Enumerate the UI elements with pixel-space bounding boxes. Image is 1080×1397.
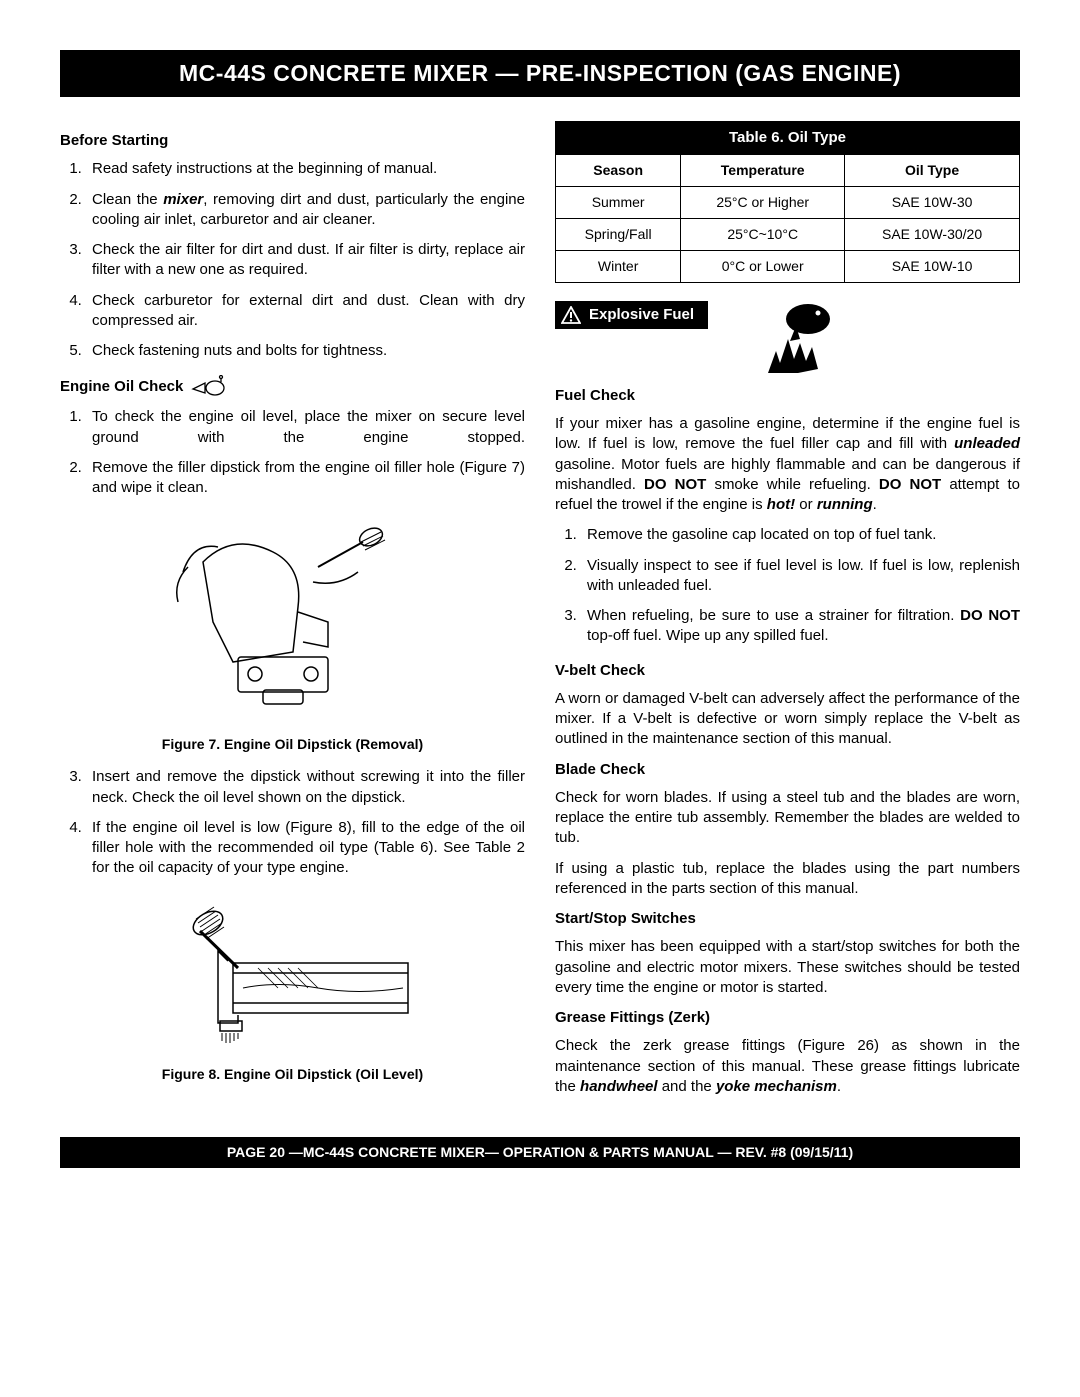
table-header: Temperature — [681, 155, 845, 187]
engine-oil-heading: Engine Oil Check — [60, 375, 525, 399]
explosion-icon — [748, 301, 838, 376]
blade-text-1: Check for worn blades. If using a steel … — [555, 788, 1020, 849]
figure-7-caption: Figure 7. Engine Oil Dipstick (Removal) — [60, 735, 525, 754]
list-item: To check the engine oil level, place the… — [86, 407, 525, 448]
list-item: When refueling, be sure to use a straine… — [581, 606, 1020, 647]
warning-triangle-icon — [561, 306, 581, 324]
list-item: Check fastening nuts and bolts for tight… — [86, 341, 525, 361]
explosive-fuel-label: Explosive Fuel — [555, 301, 708, 329]
list-item: Remove the gasoline cap located on top o… — [581, 525, 1020, 545]
vbelt-heading: V-belt Check — [555, 661, 1020, 681]
engine-oil-list-a: To check the engine oil level, place the… — [60, 407, 525, 498]
table-row: Spring/Fall 25°C~10°C SAE 10W-30/20 — [556, 219, 1020, 251]
list-item: Check the air filter for dirt and dust. … — [86, 240, 525, 281]
table-row: Winter 0°C or Lower SAE 10W-10 — [556, 250, 1020, 282]
table-row: Summer 25°C or Higher SAE 10W-30 — [556, 187, 1020, 219]
before-starting-heading: Before Starting — [60, 131, 525, 151]
content-columns: Before Starting Read safety instructions… — [60, 121, 1020, 1107]
before-starting-list: Read safety instructions at the beginnin… — [60, 159, 525, 361]
page-header: MC-44S CONCRETE MIXER — PRE-INSPECTION (… — [60, 50, 1020, 97]
left-column: Before Starting Read safety instructions… — [60, 121, 525, 1107]
list-item: Check carburetor for external dirt and d… — [86, 291, 525, 332]
fuel-check-heading: Fuel Check — [555, 386, 1020, 406]
figure-8 — [60, 893, 525, 1059]
list-item: Clean the mixer, removing dirt and dust,… — [86, 190, 525, 231]
right-column: Table 6. Oil Type Season Temperature Oil… — [555, 121, 1020, 1107]
startstop-text: This mixer has been equipped with a star… — [555, 937, 1020, 998]
fuel-check-list: Remove the gasoline cap located on top o… — [555, 525, 1020, 646]
list-item: If the engine oil level is low (Figure 8… — [86, 818, 525, 879]
figure-8-caption: Figure 8. Engine Oil Dipstick (Oil Level… — [60, 1065, 525, 1084]
grease-text: Check the zerk grease fittings (Figure 2… — [555, 1036, 1020, 1097]
grease-heading: Grease Fittings (Zerk) — [555, 1008, 1020, 1028]
oil-type-table: Table 6. Oil Type Season Temperature Oil… — [555, 121, 1020, 283]
list-item: Visually inspect to see if fuel level is… — [581, 556, 1020, 597]
explosive-fuel-warning: Explosive Fuel — [555, 301, 1020, 376]
oil-can-icon — [191, 375, 231, 399]
list-item: Insert and remove the dipstick without s… — [86, 767, 525, 808]
list-item: Read safety instructions at the beginnin… — [86, 159, 525, 179]
blade-heading: Blade Check — [555, 760, 1020, 780]
startstop-heading: Start/Stop Switches — [555, 909, 1020, 929]
table-header: Oil Type — [845, 155, 1020, 187]
fuel-check-intro: If your mixer has a gasoline engine, det… — [555, 414, 1020, 515]
engine-oil-list-b: Insert and remove the dipstick without s… — [60, 767, 525, 878]
list-item: Remove the filler dipstick from the engi… — [86, 458, 525, 499]
table-header: Season — [556, 155, 681, 187]
table-title: Table 6. Oil Type — [556, 122, 1020, 155]
figure-7 — [60, 512, 525, 728]
page-footer: PAGE 20 —MC-44S CONCRETE MIXER— OPERATIO… — [60, 1137, 1020, 1168]
blade-text-2: If using a plastic tub, replace the blad… — [555, 859, 1020, 900]
vbelt-text: A worn or damaged V-belt can adversely a… — [555, 689, 1020, 750]
